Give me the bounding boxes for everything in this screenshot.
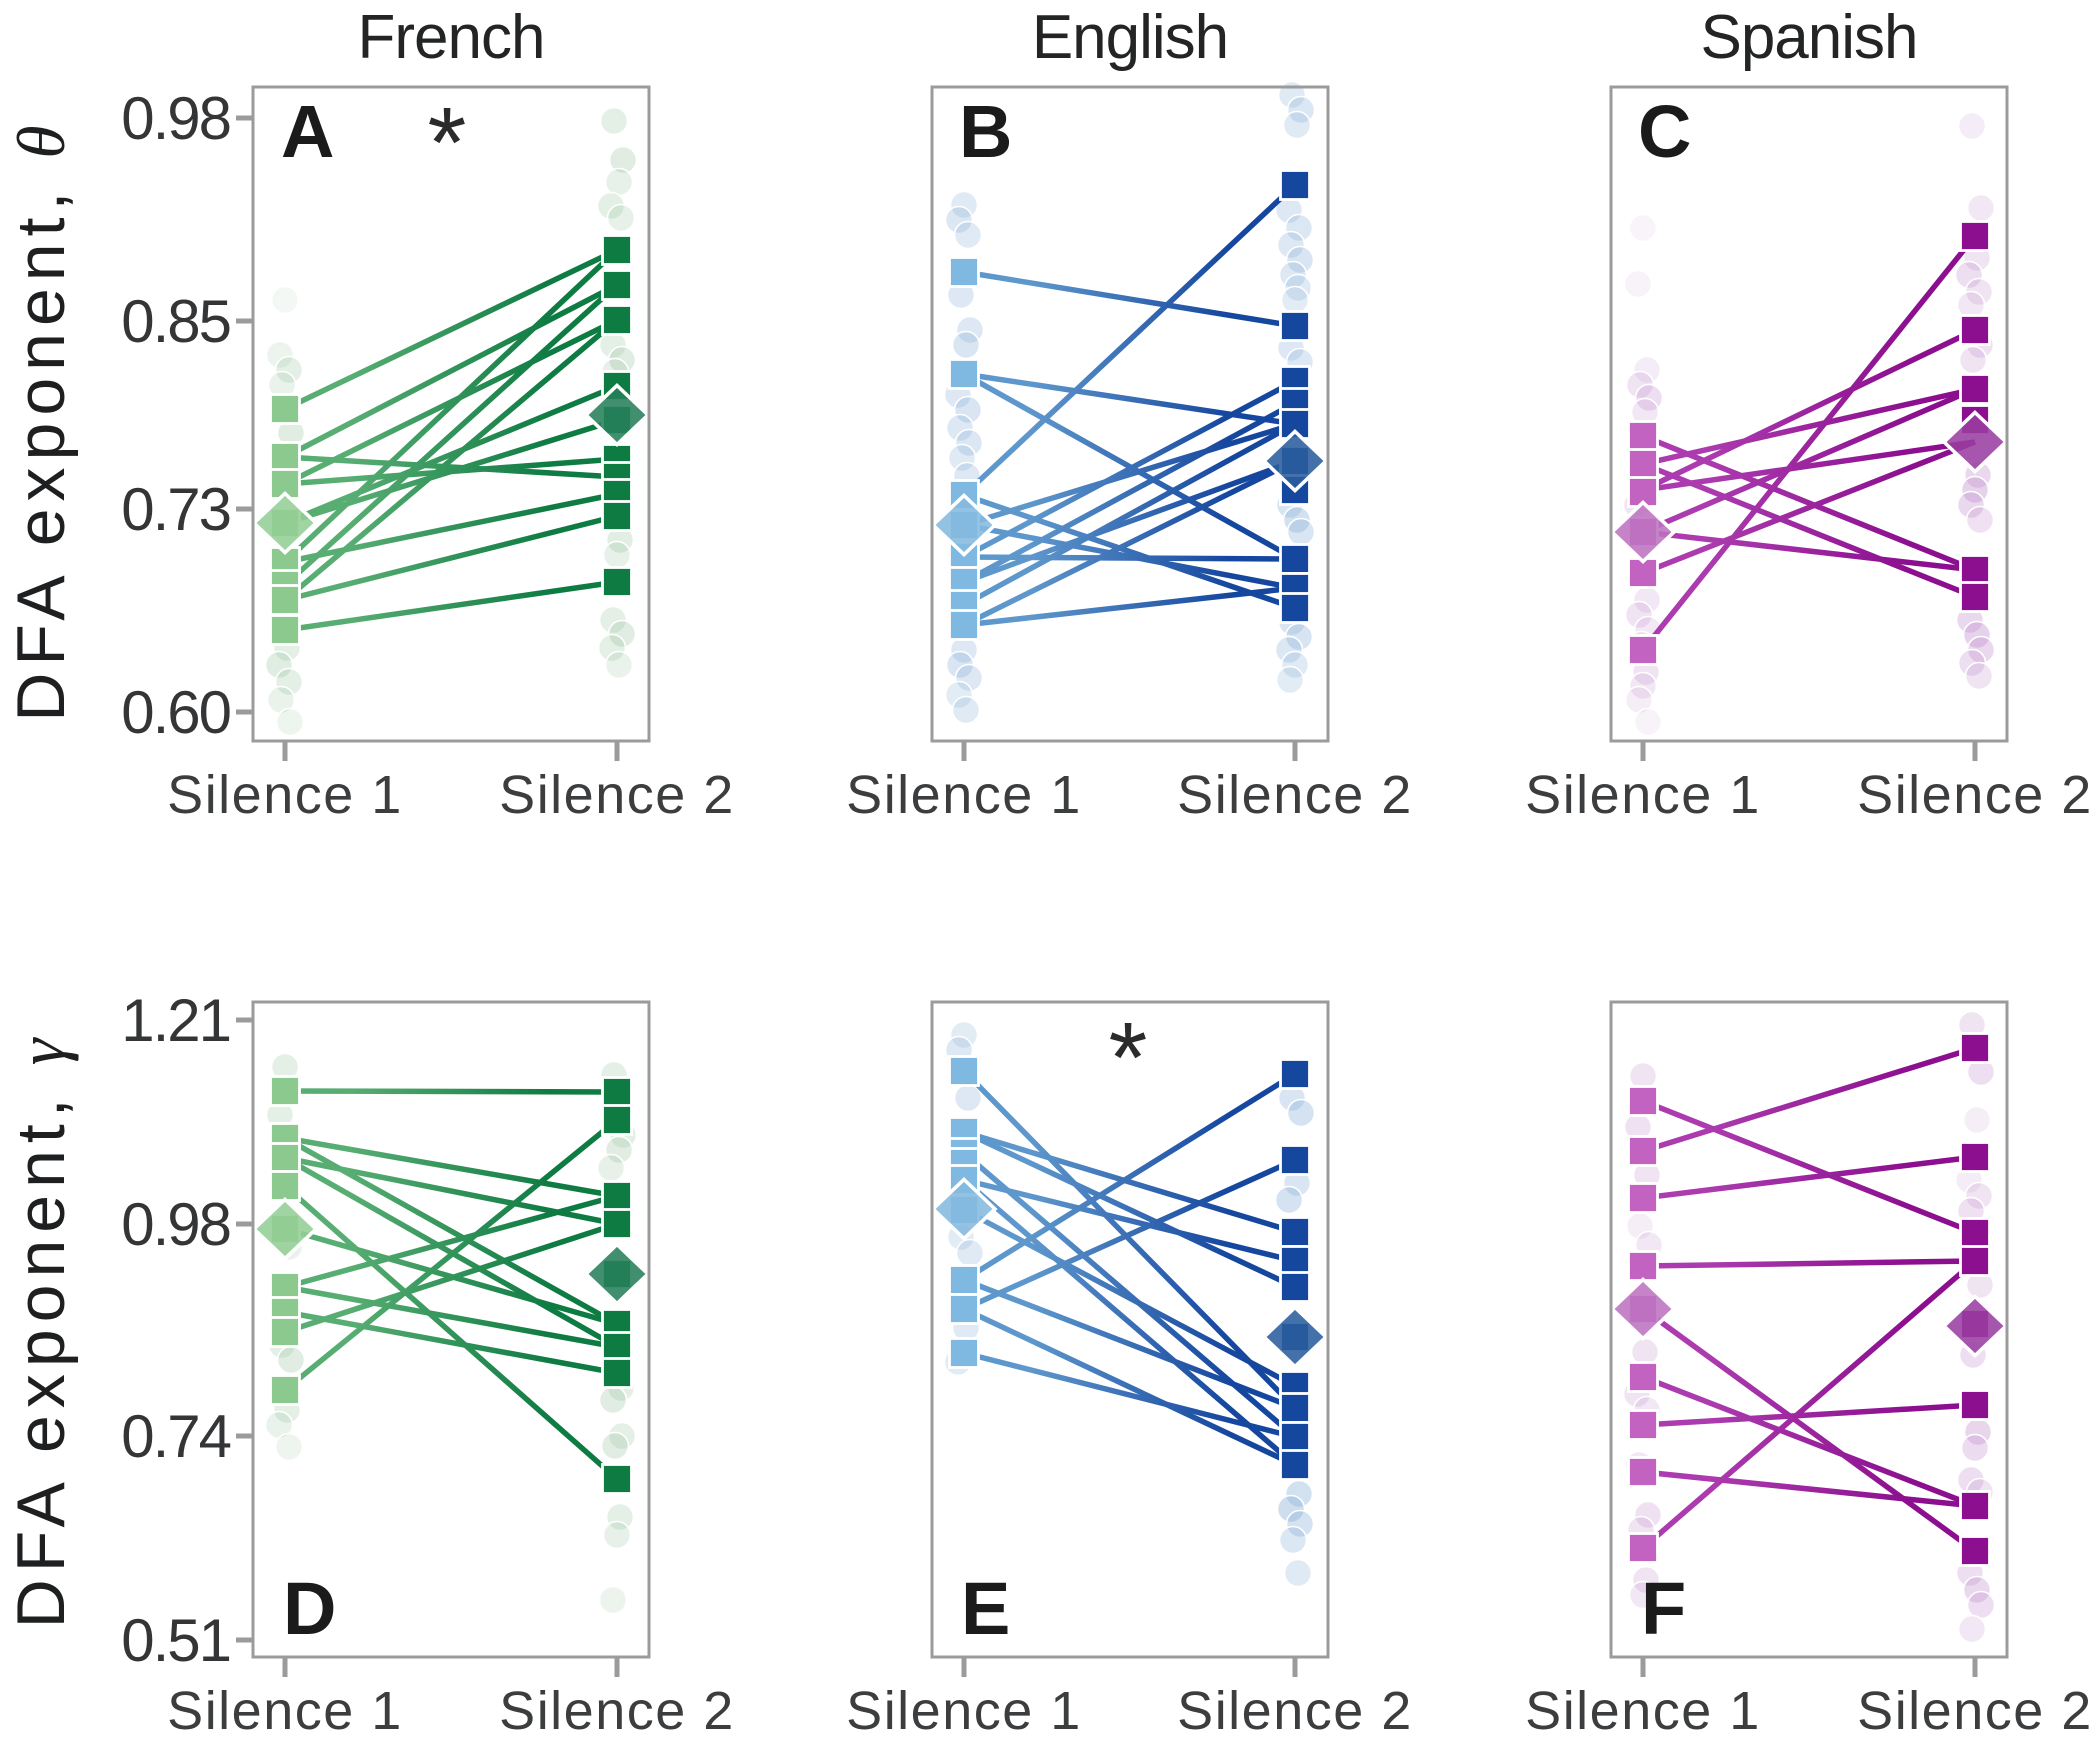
svg-text:Silence 1: Silence 1 <box>1525 765 1761 825</box>
svg-text:E: E <box>961 1567 1010 1650</box>
svg-text:0.85: 0.85 <box>121 288 230 355</box>
svg-text:Silence 2: Silence 2 <box>1857 1681 2093 1737</box>
svg-text:*: * <box>1109 1002 1148 1114</box>
svg-text:0.60: 0.60 <box>121 679 230 746</box>
svg-text:F: F <box>1641 1567 1686 1650</box>
svg-text:DFA exponent, θ: DFA exponent, θ <box>3 118 79 721</box>
svg-text:1.21: 1.21 <box>121 987 230 1054</box>
svg-text:Silence 2: Silence 2 <box>1857 765 2093 825</box>
svg-text:French: French <box>358 3 545 72</box>
svg-text:DFA exponent, γ: DFA exponent, γ <box>3 1032 79 1629</box>
svg-text:Silence 2: Silence 2 <box>1177 1681 1413 1737</box>
svg-text:A: A <box>281 90 334 173</box>
svg-text:*: * <box>428 87 467 199</box>
svg-text:0.98: 0.98 <box>121 85 230 152</box>
svg-text:0.73: 0.73 <box>121 476 230 543</box>
svg-text:0.98: 0.98 <box>121 1191 230 1258</box>
svg-text:Silence 1: Silence 1 <box>1525 1681 1761 1737</box>
svg-text:Silence 1: Silence 1 <box>167 765 403 825</box>
svg-text:Silence 1: Silence 1 <box>846 1681 1082 1737</box>
svg-text:Silence 2: Silence 2 <box>1177 765 1413 825</box>
svg-text:0.51: 0.51 <box>121 1607 230 1674</box>
svg-text:Silence 2: Silence 2 <box>499 1681 735 1737</box>
svg-text:Silence 1: Silence 1 <box>846 765 1082 825</box>
svg-text:B: B <box>959 90 1012 173</box>
svg-text:English: English <box>1032 3 1228 72</box>
svg-text:Silence 1: Silence 1 <box>167 1681 403 1737</box>
svg-text:D: D <box>283 1567 336 1650</box>
svg-text:Silence 2: Silence 2 <box>499 765 735 825</box>
svg-text:C: C <box>1638 90 1691 173</box>
svg-text:Spanish: Spanish <box>1700 3 1917 72</box>
svg-text:0.74: 0.74 <box>121 1403 230 1470</box>
